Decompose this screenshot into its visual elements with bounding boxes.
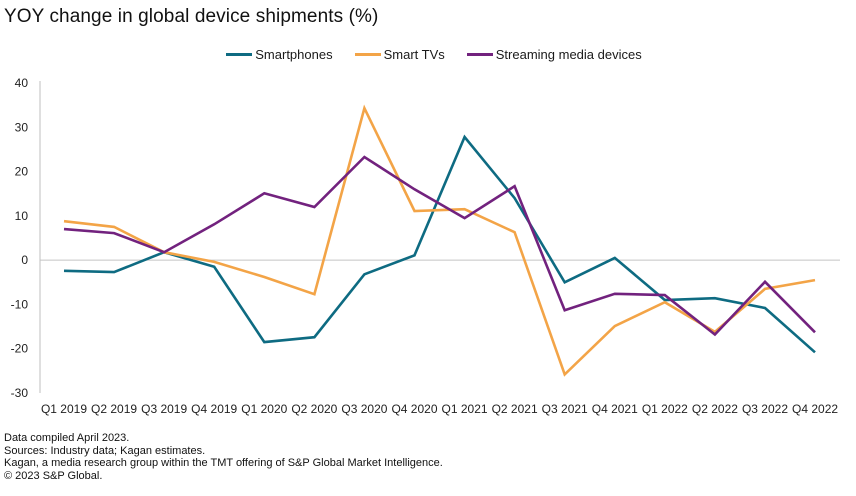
x-tick-label: Q4 2019 bbox=[191, 402, 237, 416]
chart-title: YOY change in global device shipments (%… bbox=[4, 6, 379, 27]
x-tick-label: Q4 2020 bbox=[391, 402, 437, 416]
legend-label-smartphones: Smartphones bbox=[255, 47, 333, 62]
x-tick-label: Q1 2019 bbox=[41, 402, 87, 416]
y-tick-label: 30 bbox=[15, 120, 29, 134]
y-tick-label: 20 bbox=[15, 165, 29, 179]
legend-label-smart-tvs: Smart TVs bbox=[383, 47, 445, 62]
x-tick-label: Q1 2021 bbox=[442, 402, 488, 416]
footer-note-compiled: Data compiled April 2023. bbox=[4, 432, 130, 444]
legend-label-streaming-media-devices: Streaming media devices bbox=[495, 47, 642, 62]
footer-notes: Data compiled April 2023. Sources: Indus… bbox=[4, 432, 443, 482]
footer-note-sources: Sources: Industry data; Kagan estimates. bbox=[4, 444, 206, 457]
y-tick-label: 0 bbox=[21, 253, 28, 267]
footer-note-kagan: Kagan, a media research group within the… bbox=[4, 457, 443, 469]
x-tick-label: Q2 2022 bbox=[692, 402, 738, 416]
footer-note-copyright: © 2023 S&P Global. bbox=[4, 469, 103, 482]
x-tick-label: Q1 2022 bbox=[642, 402, 688, 416]
legend: Smartphones Smart TVs Streaming media de… bbox=[0, 47, 856, 62]
x-tick-label: Q2 2021 bbox=[492, 402, 538, 416]
legend-swatch-streaming-media-devices bbox=[466, 53, 493, 56]
y-axis: 40 30 20 10 0 -10 -20 -30 bbox=[11, 76, 840, 400]
streaming-media-devices-line bbox=[63, 155, 816, 337]
x-tick-label: Q2 2019 bbox=[91, 402, 137, 416]
line-chart: 40 30 20 10 0 -10 -20 -30 Q1 2019 Q2 2019 Q3 2019… bbox=[11, 76, 840, 416]
legend-swatch-smart-tvs bbox=[354, 53, 381, 56]
y-tick-label: 40 bbox=[15, 76, 29, 90]
x-tick-label: Q2 2020 bbox=[291, 402, 337, 416]
y-tick-label: -30 bbox=[11, 386, 29, 400]
y-tick-label: -10 bbox=[11, 297, 29, 311]
smart-tvs-line bbox=[63, 104, 816, 377]
x-tick-label: Q3 2022 bbox=[742, 402, 788, 416]
x-tick-label: Q3 2020 bbox=[341, 402, 387, 416]
series-lines bbox=[63, 104, 816, 377]
y-tick-label: -20 bbox=[11, 342, 29, 356]
legend-item-streaming-media-devices: Streaming media devices bbox=[466, 47, 642, 62]
x-axis: Q1 2019 Q2 2019 Q3 2019 Q4 2019 Q1 2020 Q2 20… bbox=[41, 402, 838, 416]
legend-swatch-smartphones bbox=[226, 53, 253, 56]
x-tick-label: Q3 2019 bbox=[141, 402, 187, 416]
x-tick-label: Q1 2020 bbox=[241, 402, 287, 416]
smartphones-line bbox=[63, 134, 816, 354]
x-tick-label: Q3 2021 bbox=[542, 402, 588, 416]
legend-item-smart-tvs: Smart TVs bbox=[354, 47, 445, 62]
legend-item-smartphones: Smartphones bbox=[226, 47, 333, 62]
x-tick-label: Q4 2022 bbox=[792, 402, 838, 416]
x-tick-label: Q4 2021 bbox=[592, 402, 638, 416]
y-tick-label: 10 bbox=[15, 209, 29, 223]
